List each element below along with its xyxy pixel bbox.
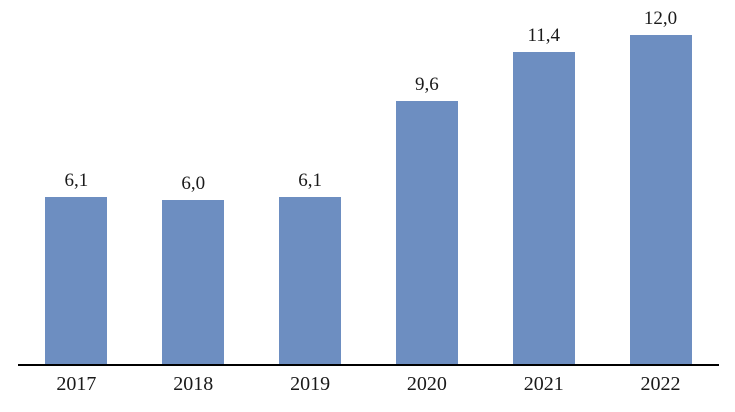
value-label: 9,6 (415, 74, 439, 96)
value-label: 6,1 (298, 170, 322, 192)
bar-column-2020: 9,6 (368, 74, 485, 364)
bar-column-2017: 6,1 (18, 170, 135, 364)
bars-area: 6,1 6,0 6,1 9,6 11,4 12,0 (18, 0, 719, 366)
bar-2018 (162, 200, 225, 364)
value-label: 12,0 (643, 8, 678, 30)
bar-column-2021: 11,4 (485, 25, 602, 364)
value-label: 6,1 (64, 170, 89, 192)
bar-2017 (45, 197, 108, 364)
x-tick-label: 2021 (523, 373, 564, 395)
bar-column-2019: 6,1 (252, 170, 369, 364)
bar-2022 (629, 35, 692, 364)
x-tick-label: 2020 (406, 373, 447, 395)
value-label: 11,4 (527, 25, 560, 47)
plot-area: 6,1 6,0 6,1 9,6 11,4 12,0 2017 2018 2019 2020 202… (18, 0, 719, 396)
bar-2021 (512, 52, 575, 364)
x-tick-label: 2017 (56, 373, 97, 395)
bar-column-2018: 6,0 (135, 173, 252, 364)
x-tick-label: 2018 (173, 373, 214, 395)
x-axis-labels: 2017 2018 2019 2020 2021 2022 (18, 366, 719, 396)
x-tick-label: 2019 (290, 373, 331, 395)
bar-column-2022: 12,0 (602, 8, 719, 364)
value-label: 6,0 (181, 173, 206, 195)
bar-2019 (279, 197, 342, 364)
bar-2020 (395, 101, 458, 364)
x-tick-label: 2022 (640, 373, 681, 395)
